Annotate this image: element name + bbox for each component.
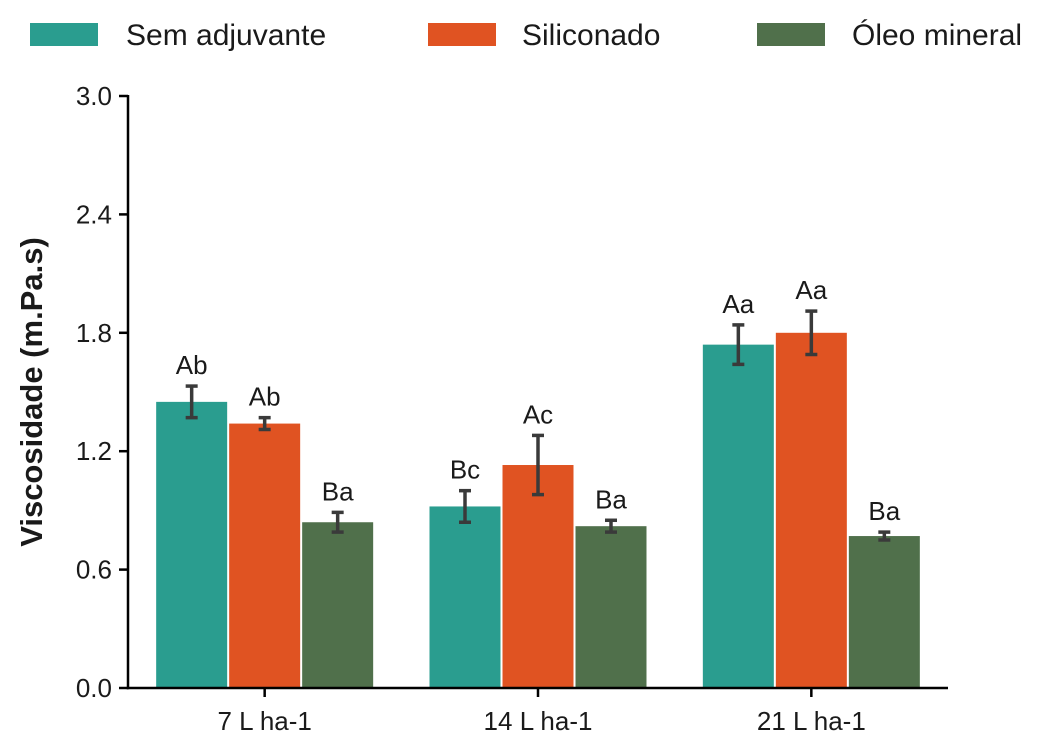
y-axis: 0.0 0.6 1.2 1.8 2.4 3.0 (76, 81, 130, 703)
y-axis-label: Viscosidade (m.Pa.s) (14, 237, 49, 547)
y-tick-label: 1.2 (76, 436, 112, 466)
bar (702, 344, 774, 688)
bar (302, 522, 374, 688)
bar (156, 401, 228, 688)
y-tick-label: 1.8 (76, 318, 112, 348)
bar (775, 332, 847, 688)
bar (502, 465, 574, 688)
y-tick-label: 0.0 (76, 673, 112, 703)
bars (156, 332, 920, 688)
bar (575, 526, 647, 688)
legend-swatch (428, 23, 496, 46)
legend-label: Siliconado (522, 19, 660, 52)
bar (848, 536, 920, 688)
y-tick-label: 3.0 (76, 81, 112, 111)
legend-label: Óleo mineral (852, 19, 1022, 52)
bar-label: Ab (249, 382, 281, 412)
legend-swatch (757, 23, 825, 46)
bar-label: Ab (176, 350, 208, 380)
x-tick-label: 21 L ha-1 (757, 706, 866, 736)
bar-label: Ba (322, 476, 354, 506)
bar (229, 423, 301, 688)
bar-label: Aa (722, 289, 754, 319)
bar (429, 506, 501, 688)
bar-label: Ba (595, 484, 627, 514)
bar-label: Aa (795, 275, 827, 305)
x-tick-label: 7 L ha-1 (217, 706, 311, 736)
y-tick-label: 2.4 (76, 199, 112, 229)
legend-swatch (30, 23, 98, 46)
bar-labels: Ab Ab Ba Bc Ac Ba Aa Aa Ba (176, 275, 901, 526)
legend-label: Sem adjuvante (126, 19, 326, 52)
bar-label: Bc (450, 455, 480, 485)
y-tick-label: 0.6 (76, 555, 112, 585)
x-tick-label: 14 L ha-1 (484, 706, 593, 736)
legend: Sem adjuvante Siliconado Óleo mineral (30, 19, 1022, 52)
error-bars (185, 309, 891, 542)
x-axis: 7 L ha-1 14 L ha-1 21 L ha-1 (126, 686, 948, 736)
bar-label: Ba (868, 496, 900, 526)
bar-label: Ac (523, 399, 553, 429)
